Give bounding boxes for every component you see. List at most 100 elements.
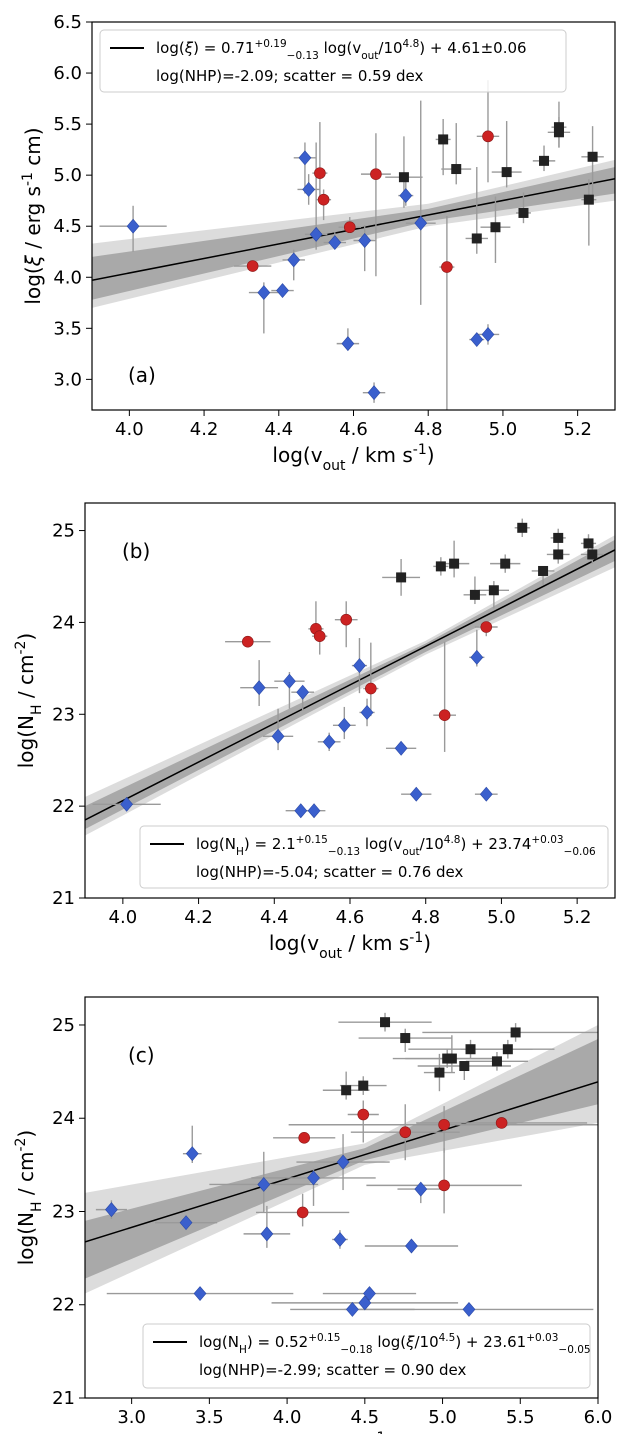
x-axis-label: log(vout / km s-1) xyxy=(269,930,431,962)
legend-fit-equation: log(ξ) = 0.71+0.19−0.13 log(vout/104.8) … xyxy=(156,38,527,62)
plot-area xyxy=(92,80,615,410)
data-point-diamond xyxy=(405,1238,418,1254)
data-point-diamond xyxy=(345,1301,359,1317)
y-tick-label: 6.0 xyxy=(53,63,82,84)
data-point-diamond xyxy=(193,1286,207,1302)
data-point-circle xyxy=(495,1117,508,1129)
data-point-square xyxy=(396,572,407,583)
y-tick-label: 3.0 xyxy=(53,369,82,390)
x-tick-label: 4.0 xyxy=(273,1407,302,1428)
data-point-circle xyxy=(365,682,377,695)
data-point-diamond xyxy=(337,717,351,733)
y-tick-label: 4.0 xyxy=(53,267,82,288)
data-point-diamond xyxy=(257,285,271,301)
data-point-diamond xyxy=(307,803,321,819)
data-point-square xyxy=(398,172,409,183)
plot-area xyxy=(85,518,615,836)
data-point-diamond xyxy=(328,235,342,251)
data-point-diamond xyxy=(358,1295,372,1311)
data-point-circle xyxy=(480,621,493,633)
data-point-square xyxy=(583,194,594,205)
data-point-diamond xyxy=(185,1146,199,1162)
data-point-diamond xyxy=(276,283,289,298)
x-tick-label: 5.0 xyxy=(487,907,516,928)
legend-stats: log(NHP)=-2.99; scatter = 0.90 dex xyxy=(199,1361,466,1379)
data-point-square xyxy=(490,222,501,233)
data-point-diamond xyxy=(294,803,308,819)
y-tick-label: 25 xyxy=(52,521,75,542)
x-tick-label: 5.2 xyxy=(563,419,592,440)
data-point-diamond xyxy=(353,658,366,674)
data-point-circle xyxy=(370,168,382,180)
x-tick-label: 4.4 xyxy=(260,907,289,928)
legend-stats: log(NHP)=-2.09; scatter = 0.59 dex xyxy=(156,67,423,85)
data-point-diamond xyxy=(307,1170,320,1186)
x-tick-label: 4.6 xyxy=(339,419,368,440)
y-tick-label: 22 xyxy=(52,1295,75,1316)
data-point-square xyxy=(500,558,511,569)
data-point-circle xyxy=(441,261,453,273)
panel-label: (a) xyxy=(128,363,156,387)
panel-label: (c) xyxy=(128,1043,155,1067)
data-point-diamond xyxy=(322,734,336,750)
data-point-diamond xyxy=(367,385,381,401)
legend-stats: log(NHP)=-5.04; scatter = 0.76 dex xyxy=(196,863,463,881)
y-tick-label: 5.5 xyxy=(53,114,82,135)
data-point-diamond xyxy=(298,150,312,166)
x-tick-label: 4.0 xyxy=(115,419,144,440)
data-point-circle xyxy=(298,1132,310,1144)
y-tick-label: 3.5 xyxy=(53,318,82,339)
x-tick-label: 3.5 xyxy=(195,1407,224,1428)
data-point-square xyxy=(502,1044,513,1055)
legend: log(NH) = 2.1+0.15−0.13 log(vout/104.8) … xyxy=(139,825,609,889)
data-point-square xyxy=(459,1061,470,1072)
legend-fit-equation: log(NH) = 0.52+0.15−0.18 log(ξ/104.5) + … xyxy=(199,1332,591,1356)
y-axis-label: log(ξ / erg s-1 cm) xyxy=(20,127,45,304)
panel-label: (b) xyxy=(122,539,150,563)
data-point-circle xyxy=(296,1206,309,1219)
legend-box xyxy=(139,825,609,889)
data-point-diamond xyxy=(479,786,493,802)
x-axis-label: log(vout / km s-1) xyxy=(272,442,434,474)
data-point-square xyxy=(518,207,529,218)
legend: log(NH) = 0.52+0.15−0.18 log(ξ/104.5) + … xyxy=(142,1323,591,1389)
chart-panel-1: 4.0 4.2 4.4 4.6 4.8 5.0 5.2 3.0 3.5 4.0 4.5 5.0 5.5 6… xyxy=(20,12,616,474)
x-tick-label: 4.8 xyxy=(414,419,443,440)
data-point-diamond xyxy=(105,1202,118,1218)
data-point-diamond xyxy=(341,336,355,352)
data-point-square xyxy=(471,233,482,244)
data-point-square xyxy=(501,167,512,178)
x-tick-label: 4.2 xyxy=(184,907,213,928)
data-point-diamond xyxy=(360,704,374,720)
data-point-diamond xyxy=(302,181,316,197)
x-tick-label: 4.4 xyxy=(264,419,293,440)
x-tick-label: 5.2 xyxy=(563,907,592,928)
plot-area xyxy=(85,1012,598,1317)
y-tick-label: 23 xyxy=(52,1201,75,1222)
x-tick-label: 4.2 xyxy=(190,419,219,440)
data-point-square xyxy=(539,155,550,166)
data-point-square xyxy=(435,561,446,572)
data-point-square xyxy=(587,151,598,162)
data-point-diamond xyxy=(296,684,310,700)
data-point-square xyxy=(538,565,549,576)
data-point-square xyxy=(380,1017,391,1028)
data-point-diamond xyxy=(333,1232,347,1247)
fit-line xyxy=(85,549,615,821)
data-point-square xyxy=(517,522,528,533)
data-point-diamond xyxy=(120,796,134,812)
x-tick-label: 4.6 xyxy=(336,907,365,928)
data-point-square xyxy=(434,1067,445,1078)
y-axis-label: log(NH / cm-2) xyxy=(13,633,45,769)
data-point-square xyxy=(491,1056,502,1067)
data-point-circle xyxy=(438,1118,450,1131)
data-point-diamond xyxy=(252,680,266,696)
data-point-square xyxy=(553,549,564,560)
data-point-circle xyxy=(317,193,330,206)
x-tick-label: 3.0 xyxy=(117,1407,146,1428)
data-point-circle xyxy=(357,1108,370,1121)
data-point-diamond xyxy=(283,673,296,689)
data-point-diamond xyxy=(470,332,484,348)
data-point-circle xyxy=(313,630,326,642)
